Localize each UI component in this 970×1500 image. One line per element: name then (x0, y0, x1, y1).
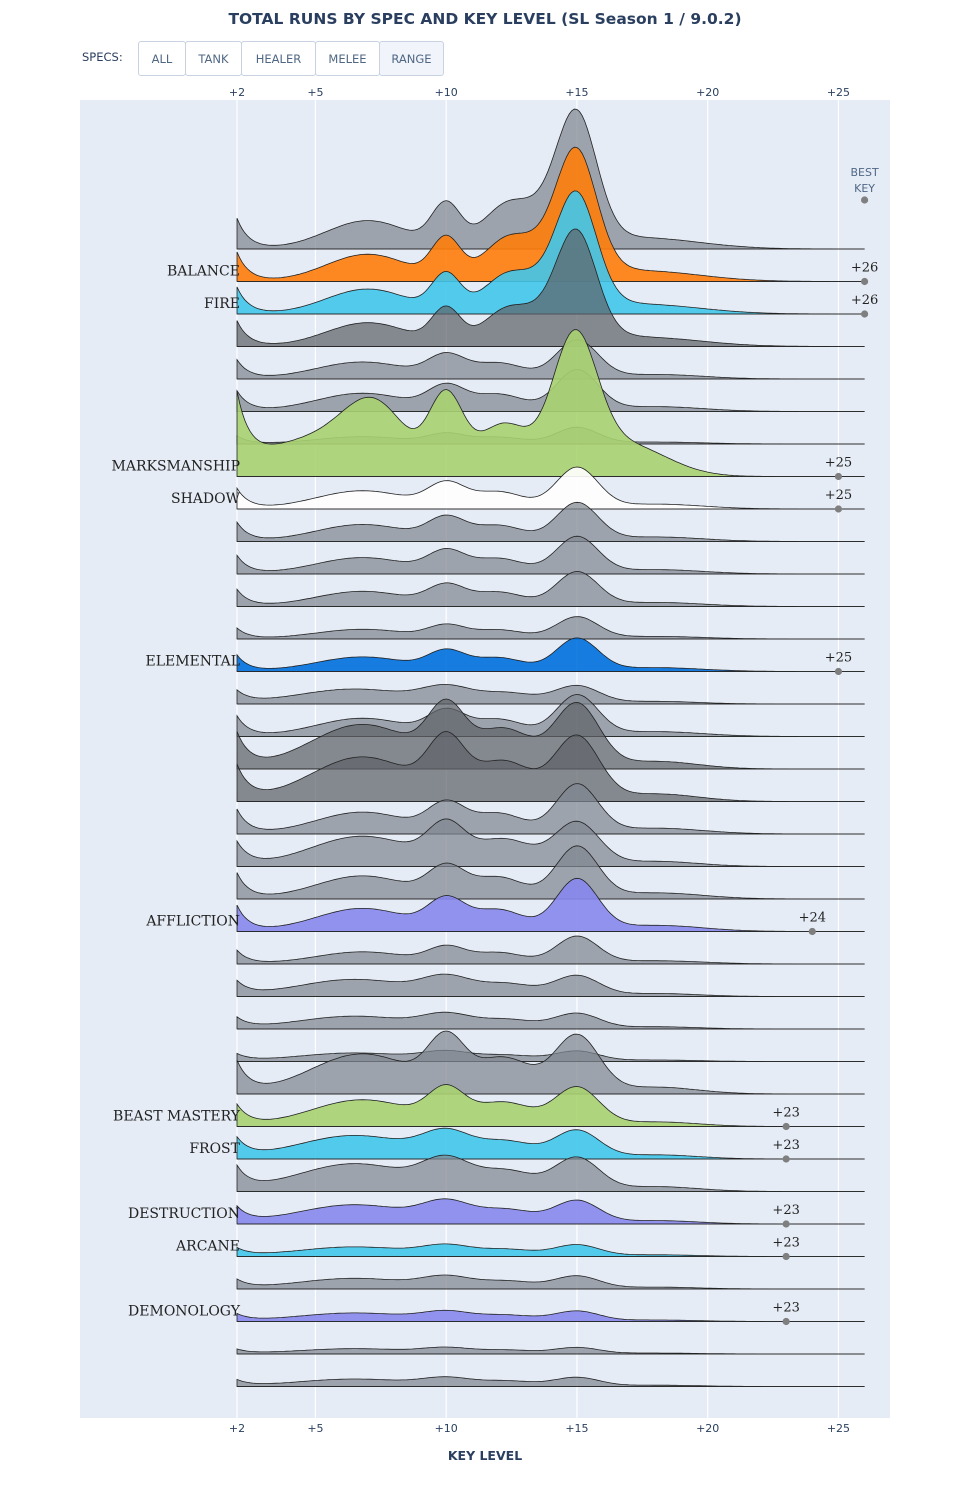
spec-label: FIRE (204, 296, 240, 312)
x-tick-label-top: +20 (696, 86, 719, 99)
demonology-density (236, 1309, 865, 1322)
best-key-header: KEY (854, 182, 875, 195)
x-tick-label-bottom: +25 (827, 1422, 850, 1435)
specs-filter-buttons: ALL TANK HEALER MELEE RANGE (138, 41, 444, 76)
best-key-label: +26 (851, 261, 878, 276)
spec-button-all[interactable]: ALL (138, 41, 186, 76)
spec-button-range[interactable]: RANGE (379, 41, 444, 76)
fire-density (236, 190, 865, 315)
best-key-marker (834, 667, 843, 676)
x-tick-label-bottom: +5 (307, 1422, 323, 1435)
best-key-label: +24 (799, 911, 826, 926)
specs-filter-label: SPECS: (82, 50, 123, 64)
spec-button-melee[interactable]: MELEE (315, 41, 380, 76)
best-key-marker (782, 1252, 790, 1261)
unnamed-density (236, 1346, 865, 1355)
unnamed-density (236, 228, 865, 347)
x-tick-label-bottom: +2 (229, 1422, 245, 1435)
x-tick-label-bottom: +15 (565, 1422, 588, 1435)
best-key-label: +23 (772, 1106, 799, 1121)
spec-label: MARKSMANSHIP (112, 459, 240, 475)
unnamed-density (236, 571, 865, 607)
x-tick-label-top: +2 (229, 86, 245, 99)
best-key-marker (782, 1155, 790, 1163)
spec-label: BEAST MASTERY (113, 1109, 241, 1125)
best-key-marker (834, 505, 843, 513)
best-key-label: +25 (825, 456, 852, 471)
spec-label: FROST (189, 1141, 240, 1157)
best-key-marker (782, 1220, 790, 1228)
best-key-marker (861, 277, 869, 286)
best-key-label: +25 (825, 651, 852, 666)
best-key-marker (808, 927, 816, 936)
chart-title: TOTAL RUNS BY SPEC AND KEY LEVEL (SL Sea… (228, 10, 742, 28)
x-tick-label-top: +10 (435, 86, 458, 99)
x-tick-label-top: +15 (565, 86, 588, 99)
unnamed-density (236, 1154, 865, 1192)
spec-label: AFFLICTION (145, 914, 240, 930)
best-key-label: +25 (825, 488, 852, 503)
x-tick-label-top: +5 (307, 86, 323, 99)
x-tick-label-bottom: +10 (435, 1422, 458, 1435)
spec-label: SHADOW (171, 491, 241, 507)
spec-label: DESTRUCTION (128, 1206, 240, 1222)
best-key-label: +23 (772, 1138, 799, 1153)
unnamed-density (236, 1030, 865, 1095)
unnamed-density (236, 783, 865, 835)
best-key-marker (834, 472, 843, 481)
unnamed-density (236, 108, 865, 250)
unnamed-density (236, 1376, 865, 1387)
unnamed-density (236, 1274, 865, 1290)
x-tick-label-bottom: +20 (696, 1422, 719, 1435)
x-axis-title: KEY LEVEL (447, 1448, 523, 1463)
best-key-header: BEST (850, 166, 878, 179)
best-key-marker (782, 1122, 790, 1131)
unnamed-density (236, 1011, 865, 1030)
best-key-label: +23 (772, 1236, 799, 1251)
spec-label: ARCANE (175, 1239, 240, 1255)
spec-label: DEMONOLOGY (128, 1304, 241, 1320)
balance-density (236, 146, 865, 282)
elemental-density (236, 637, 865, 672)
spec-label: ELEMENTAL (145, 654, 240, 670)
unnamed-density (236, 684, 865, 705)
frost-density (236, 1127, 865, 1160)
best-key-label: +23 (772, 1301, 799, 1316)
arcane-density (236, 1243, 865, 1257)
best-key-marker (861, 310, 869, 318)
best-key-marker (782, 1317, 790, 1326)
spec-button-healer[interactable]: HEALER (241, 41, 316, 76)
destruction-density (236, 1198, 865, 1225)
unnamed-density (236, 935, 865, 965)
unnamed-density (236, 845, 865, 900)
x-tick-label-top: +25 (827, 86, 850, 99)
affliction-density (236, 877, 865, 932)
best-key-label: +26 (851, 293, 878, 308)
best-key-header-marker (861, 196, 869, 204)
unnamed-density (236, 616, 865, 640)
unnamed-density (236, 973, 865, 997)
spec-label: BALANCE (167, 264, 240, 280)
best-key-label: +23 (772, 1203, 799, 1218)
